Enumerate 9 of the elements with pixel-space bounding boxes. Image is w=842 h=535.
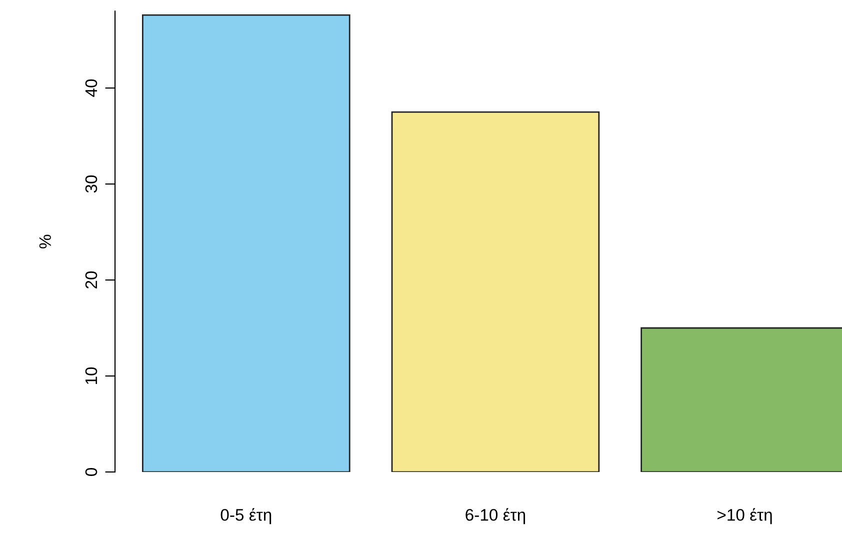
y-axis-title: % — [39, 234, 51, 248]
x-tick-label: 6-10 έτη — [466, 508, 526, 524]
x-tick-label: 0-5 έτη — [220, 508, 272, 524]
y-tick-label: 40 — [85, 79, 98, 97]
y-tick-label: 20 — [85, 271, 98, 288]
y-tick-label: 0 — [85, 468, 98, 476]
x-tick-label: >10 έτη — [718, 508, 772, 524]
y-tick-label: 30 — [85, 175, 98, 193]
y-tick-label: 10 — [85, 367, 98, 384]
